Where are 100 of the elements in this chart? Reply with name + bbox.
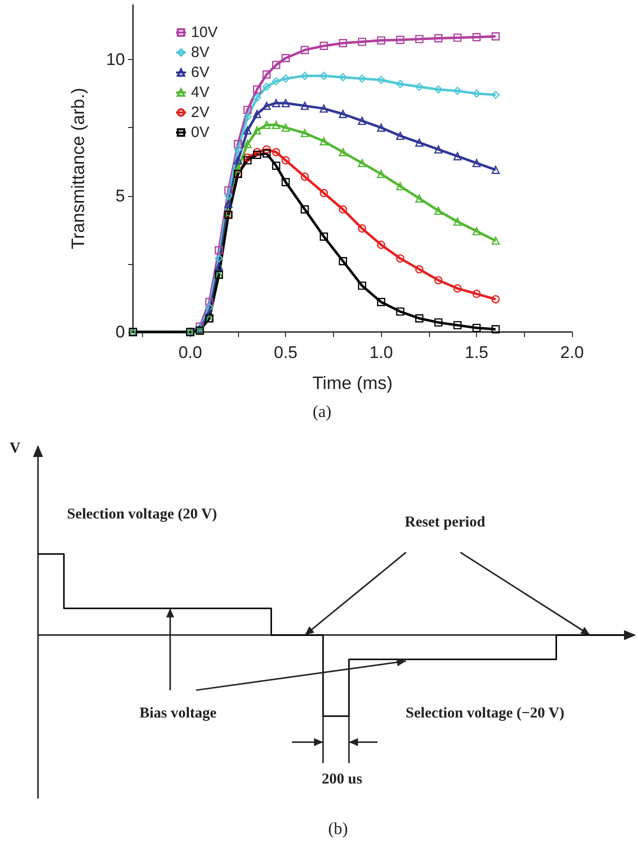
point xyxy=(224,186,233,194)
point xyxy=(282,54,290,62)
point xyxy=(472,324,481,332)
annotation: Bias voltage xyxy=(139,706,217,722)
legend-label: 2V xyxy=(191,104,210,121)
point xyxy=(320,232,328,241)
point xyxy=(396,254,404,263)
point xyxy=(262,102,271,110)
point xyxy=(224,200,233,208)
x-tick-label: 1.0 xyxy=(369,343,393,362)
point xyxy=(282,124,290,132)
point xyxy=(453,86,462,95)
point xyxy=(300,46,309,54)
point xyxy=(272,120,280,129)
point xyxy=(320,104,328,113)
x-axis-title: Time (ms) xyxy=(312,373,393,393)
point xyxy=(453,284,462,292)
point xyxy=(282,156,290,164)
y-tick-label: 10 xyxy=(106,50,125,69)
point xyxy=(492,325,500,334)
point xyxy=(377,76,386,84)
legend-label: 4V xyxy=(191,84,210,101)
point xyxy=(224,208,233,216)
point xyxy=(205,303,214,312)
point xyxy=(492,236,500,245)
point xyxy=(205,308,214,318)
point xyxy=(434,145,442,154)
point xyxy=(415,82,424,91)
point xyxy=(434,34,442,42)
point xyxy=(434,318,442,327)
point xyxy=(377,298,386,306)
point xyxy=(415,34,424,44)
point xyxy=(472,33,481,42)
point xyxy=(377,124,386,132)
x-tick-label: 1.5 xyxy=(464,343,488,362)
point xyxy=(252,148,262,156)
x-tick-label: 0.5 xyxy=(274,343,298,362)
point xyxy=(282,74,290,83)
point xyxy=(396,36,404,44)
point xyxy=(338,205,348,214)
point xyxy=(415,314,424,322)
point xyxy=(243,140,252,148)
point xyxy=(492,32,500,40)
point xyxy=(234,156,242,164)
point xyxy=(492,90,500,100)
point xyxy=(252,126,262,134)
point xyxy=(415,194,424,203)
point xyxy=(338,110,348,118)
y-axis-title: V xyxy=(10,440,20,458)
point xyxy=(214,262,223,271)
point xyxy=(243,126,252,134)
text: (b) xyxy=(328,819,348,839)
point xyxy=(453,34,462,42)
point xyxy=(434,276,442,284)
point xyxy=(272,60,280,70)
point xyxy=(415,138,424,147)
annotation: Selection voltage (−20 V) xyxy=(406,706,564,722)
text: Reset period xyxy=(404,514,486,532)
x-tick-label: 2.0 xyxy=(560,343,584,362)
point xyxy=(282,99,290,108)
point xyxy=(358,224,366,233)
point xyxy=(300,102,309,110)
point xyxy=(396,307,404,316)
point xyxy=(434,85,442,94)
point xyxy=(472,158,481,168)
legend-label: 0V xyxy=(191,124,210,141)
point xyxy=(396,182,404,190)
point xyxy=(243,156,252,164)
point xyxy=(358,282,366,290)
point xyxy=(272,148,280,156)
point xyxy=(234,140,242,148)
point xyxy=(492,295,500,304)
point xyxy=(472,227,481,236)
point xyxy=(262,120,271,129)
text: 200 us xyxy=(322,772,362,788)
legend-label: 6V xyxy=(191,64,210,81)
point xyxy=(300,72,309,80)
point xyxy=(252,94,262,102)
point xyxy=(358,38,366,46)
point xyxy=(492,166,500,174)
point xyxy=(252,110,262,118)
y-axis-title: Transmittance (arb.) xyxy=(68,88,88,250)
point xyxy=(234,145,242,154)
point xyxy=(453,152,462,160)
point xyxy=(434,206,442,215)
point xyxy=(415,265,424,274)
point xyxy=(338,39,348,48)
point xyxy=(243,154,252,162)
point xyxy=(320,72,328,80)
point xyxy=(396,132,404,140)
point xyxy=(252,150,262,159)
point xyxy=(282,178,290,186)
point xyxy=(320,137,328,146)
point xyxy=(234,164,242,173)
point xyxy=(224,192,233,200)
point xyxy=(320,188,328,198)
point xyxy=(300,128,309,138)
point xyxy=(377,170,386,178)
point xyxy=(338,73,348,82)
point xyxy=(272,99,280,108)
